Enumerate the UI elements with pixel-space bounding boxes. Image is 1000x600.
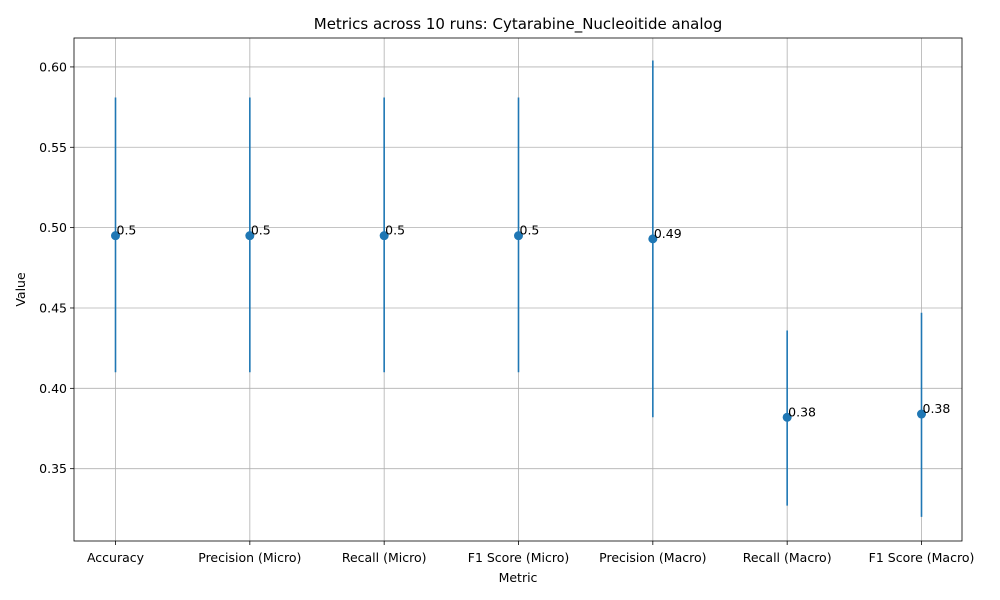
- plot-frame: [73, 37, 963, 542]
- y-axis: 0.35 0.40 0.45 0.50 0.55 0.60: [39, 59, 74, 476]
- data-label: 0.38: [923, 401, 951, 416]
- data-label: 0.5: [251, 223, 271, 238]
- data-point: [648, 234, 658, 244]
- data-label: 0.5: [117, 223, 137, 238]
- x-tick-label: Accuracy: [87, 550, 145, 565]
- x-axis-title: Metric: [499, 570, 538, 585]
- data-point: [514, 231, 523, 241]
- y-tick-label: 0.35: [39, 461, 67, 476]
- y-tick-label: 0.60: [39, 59, 67, 74]
- x-axis: Accuracy Precision (Micro) Recall (Micro) F…: [87, 541, 974, 565]
- data-label: 0.38: [788, 404, 816, 419]
- data-label: 0.5: [385, 223, 405, 238]
- data-point: [917, 409, 926, 419]
- chart-title: Metrics across 10 runs: Cytarabine_Nucle…: [314, 15, 723, 34]
- data-marks: 0.5 0.5 0.5 0.5 0.49 0.38 0.38: [111, 60, 951, 517]
- data-point: [245, 231, 255, 241]
- data-label: 0.5: [520, 223, 540, 238]
- x-tick-label: F1 Score (Macro): [869, 550, 975, 565]
- x-tick-label: F1 Score (Micro): [468, 550, 570, 565]
- y-tick-label: 0.40: [39, 381, 67, 396]
- x-tick-label: Recall (Macro): [743, 550, 832, 565]
- data-point: [782, 412, 792, 422]
- y-tick-label: 0.45: [39, 300, 67, 315]
- x-tick-label: Precision (Micro): [198, 550, 301, 565]
- x-tick-label: Recall (Micro): [342, 550, 427, 565]
- y-axis-title: Value: [13, 272, 28, 307]
- y-tick-label: 0.50: [39, 220, 67, 235]
- x-tick-label: Precision (Macro): [599, 550, 706, 565]
- y-tick-label: 0.55: [39, 140, 67, 155]
- data-label: 0.49: [654, 226, 682, 241]
- data-point: [111, 231, 120, 241]
- data-point: [379, 231, 389, 241]
